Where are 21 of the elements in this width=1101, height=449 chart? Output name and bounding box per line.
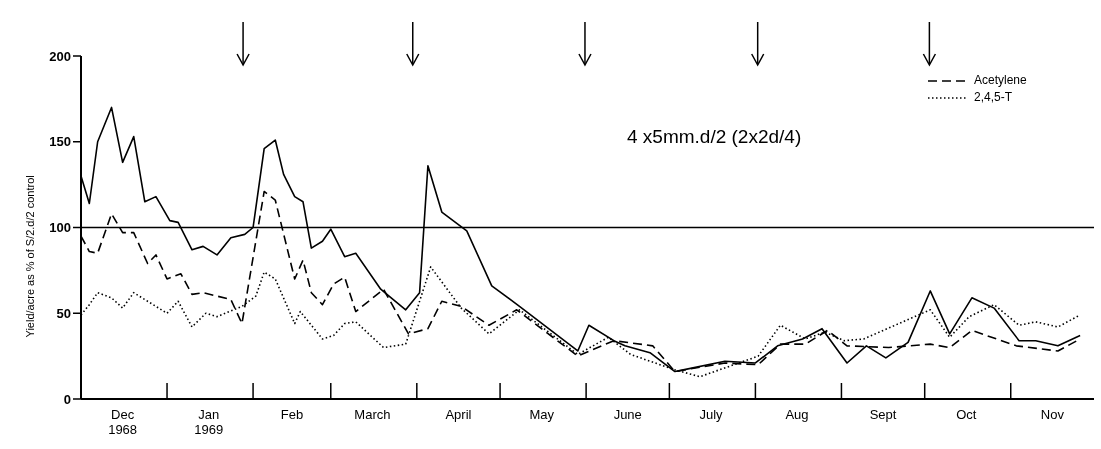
x-tick-label: May — [529, 407, 555, 422]
legend-label: 2,4,5-T — [974, 89, 1013, 106]
y-tick-label: 100 — [49, 220, 71, 236]
y-tick-label: 0 — [63, 391, 71, 407]
x-tick-label: Aug — [785, 407, 809, 422]
y-tick-label: 200 — [49, 48, 71, 64]
y-tick-label: 150 — [49, 134, 71, 150]
x-tick-label: July — [699, 407, 724, 422]
x-tick-label: Dec 1968 — [108, 407, 138, 437]
y-axis-title: Yield/acre as % of S/2.d/2 control — [23, 175, 36, 338]
x-tick-label: Sept — [869, 407, 897, 422]
x-tick-label: Oct — [956, 407, 977, 422]
legend-label: Acetylene — [974, 72, 1027, 89]
x-tick-label: Jan 1969 — [194, 407, 224, 437]
x-tick-label: April — [445, 407, 472, 422]
x-tick-label: Nov — [1040, 407, 1065, 422]
x-tick-label: June — [613, 407, 642, 422]
x-tick-label: Feb — [280, 407, 304, 422]
x-tick-label: March — [354, 407, 391, 422]
annotation: 4 x5mm.d/2 (2x2d/4) — [626, 126, 803, 148]
y-tick-label: 50 — [56, 305, 71, 321]
